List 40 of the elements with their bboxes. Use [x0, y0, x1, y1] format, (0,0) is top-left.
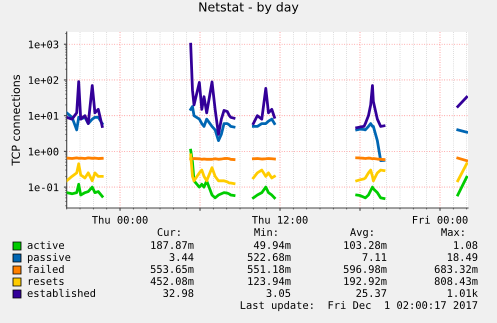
text: 596.98m: [344, 265, 387, 274]
x-tick-label: Fri 00:00: [412, 216, 468, 224]
y-tick-label: 1e+03: [28, 40, 58, 48]
x-tick-label: Thu 00:00: [92, 216, 148, 224]
text: 3.05: [266, 289, 290, 298]
text: 192.92m: [344, 277, 387, 286]
text: 683.32m: [434, 265, 478, 274]
text: 551.18m: [248, 265, 291, 274]
legend-label: active: [28, 240, 64, 250]
text: 18.49: [448, 253, 478, 262]
text: Max:: [441, 228, 464, 236]
text: Min:: [254, 228, 276, 236]
text: 3.44: [170, 253, 194, 262]
legend-label: resets: [28, 278, 64, 286]
text: 808.43m: [434, 277, 478, 286]
text: 522.68m: [248, 253, 291, 262]
y-tick-label: 1e-01: [28, 183, 58, 192]
text: 1.01k: [448, 288, 478, 298]
text: 1.08: [454, 241, 478, 250]
text: 25.37: [356, 289, 386, 298]
text: 187.87m: [151, 241, 194, 250]
legend-label: passive: [28, 252, 70, 264]
y-tick-label: 1e+02: [28, 76, 58, 84]
y-tick-label: 1e+01: [28, 112, 58, 120]
text: 49.94m: [254, 241, 291, 250]
text: Last update: Fri Dec 1 02:00:17 2017: [240, 300, 478, 312]
x-tick-label: Thu 12:00: [252, 216, 308, 224]
text: 7.11: [362, 253, 386, 261]
text: Cur:: [158, 228, 180, 236]
text: Avg:: [350, 228, 372, 238]
chart-title: Netstat - by day: [199, 2, 298, 14]
legend-label: failed: [28, 264, 64, 274]
text: 452.08m: [150, 277, 194, 286]
text: 32.98: [163, 289, 194, 298]
text: 103.28m: [344, 241, 387, 250]
legend-label: established: [28, 288, 96, 298]
y-tick-label: 1e+00: [28, 148, 58, 156]
y-axis-title: TCP connections: [11, 74, 20, 166]
text: 553.65m: [150, 265, 194, 274]
text: 123.94m: [248, 277, 291, 286]
